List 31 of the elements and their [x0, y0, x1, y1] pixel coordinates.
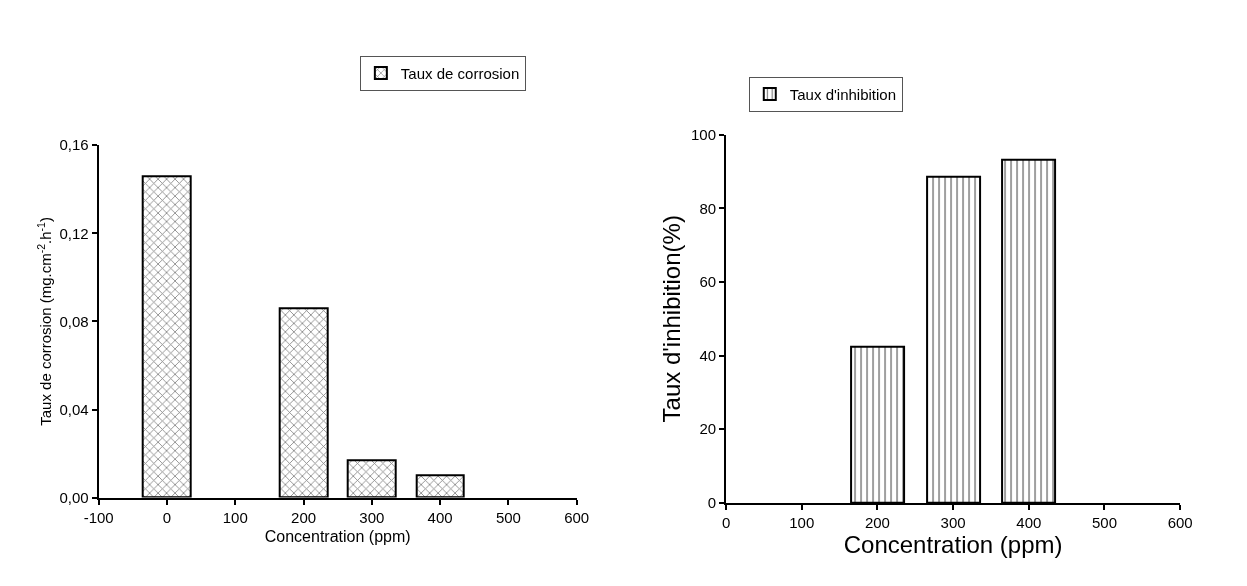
- x-tick-label: 100: [222, 508, 248, 526]
- x-tick-label: 200: [864, 513, 890, 531]
- y-tick-label: 0,08: [59, 312, 89, 330]
- x-axis-title: Concentration (ppm): [264, 527, 411, 545]
- x-tick-label: 300: [940, 513, 966, 531]
- y-tick-label: 60: [699, 273, 717, 291]
- y-tick-label: 0,00: [59, 488, 89, 506]
- y-tick-label: 0,04: [59, 400, 89, 418]
- text: Taux de corrosion: [400, 64, 520, 82]
- text: Taux d'inhibition: [789, 85, 897, 103]
- y-tick-label: 40: [699, 346, 717, 364]
- x-tick-label: -100: [83, 508, 114, 526]
- y-tick-label: 0,12: [59, 224, 89, 242]
- y-tick-label: 80: [699, 199, 717, 217]
- y-axis-title: Taux d'inhibition(%): [657, 215, 685, 423]
- x-tick-label: 0: [721, 513, 731, 531]
- x-tick-label: 600: [564, 508, 590, 526]
- x-tick-label: 100: [789, 513, 815, 531]
- x-tick-label: 500: [495, 508, 521, 526]
- x-tick-label: 400: [427, 508, 453, 526]
- x-tick-label: 0: [162, 508, 172, 526]
- x-tick-label: 200: [291, 508, 317, 526]
- y-tick-label: 0,16: [59, 136, 89, 154]
- x-tick-label: 400: [1016, 513, 1042, 531]
- y-tick-label: 20: [699, 420, 717, 438]
- x-tick-label: 500: [1091, 513, 1118, 531]
- x-axis-title: Concentration (ppm): [843, 530, 1063, 558]
- y-tick-label: 100: [691, 125, 717, 143]
- x-tick-label: 300: [359, 508, 385, 526]
- y-tick-label: 0: [707, 494, 717, 512]
- x-tick-label: 600: [1167, 513, 1193, 531]
